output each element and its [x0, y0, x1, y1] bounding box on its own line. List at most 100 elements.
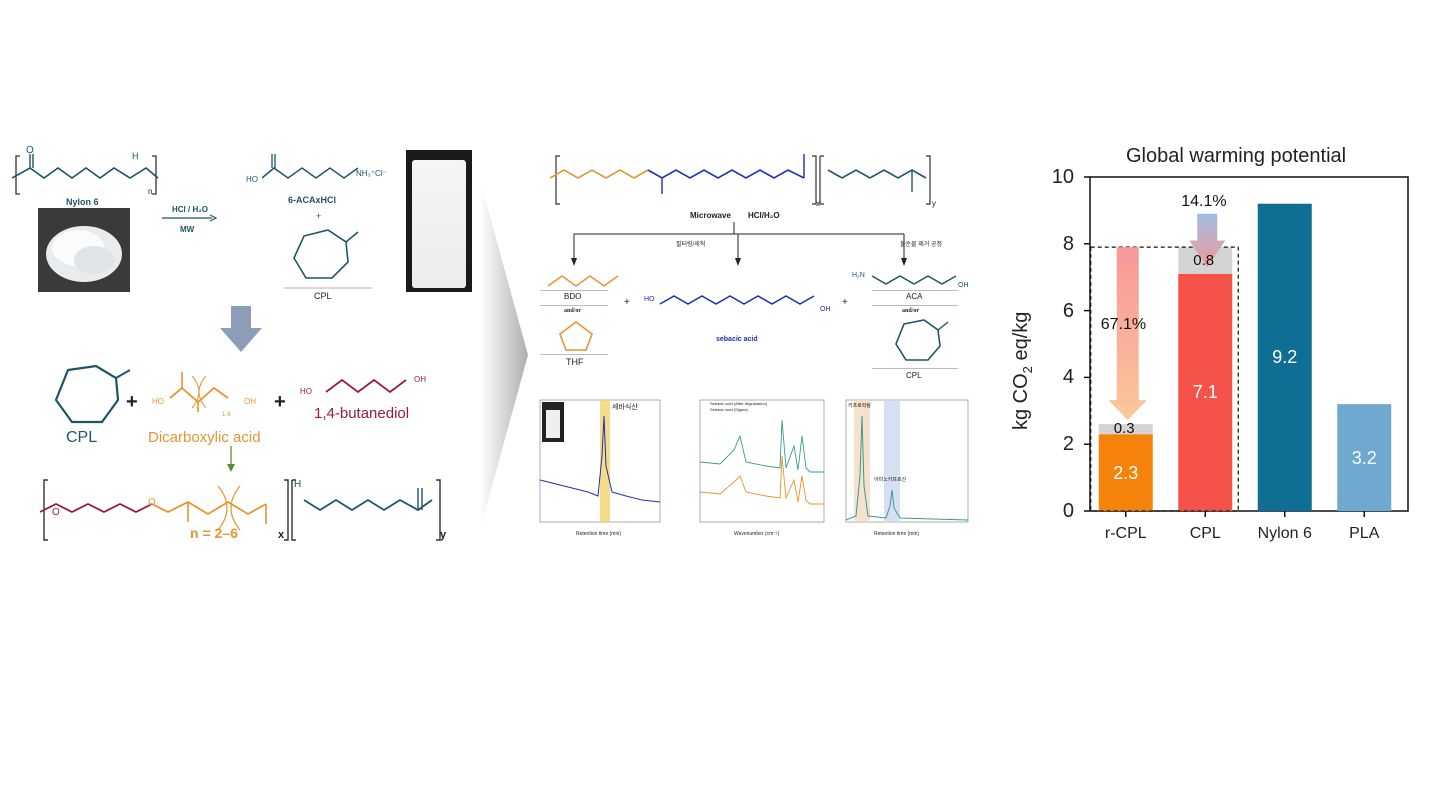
acaxhcl-ho: HO — [246, 175, 258, 184]
diacid-ho: HO — [152, 397, 164, 406]
copolymer-nh: H — [294, 479, 302, 490]
green-arrow — [227, 446, 235, 472]
x-tick-label: CPL — [1189, 525, 1221, 542]
reaction-condition-top: HCl / H₂O — [172, 205, 208, 214]
cpl-big-label: CPL — [66, 429, 98, 446]
plus-sign-2: + — [274, 391, 286, 413]
spectrum-2-legend-2: Sebacic acid (Sigma) — [710, 407, 748, 412]
bar-top-segment — [1098, 424, 1153, 435]
aca-box — [872, 290, 958, 306]
spectrum-3-annotation-1: 카프로락탐 — [848, 403, 872, 409]
cpl-small-label: CPL — [314, 291, 332, 301]
branch-right-label: 불순물 제거 공정 — [900, 242, 942, 248]
sebacic-structure — [659, 295, 815, 305]
cpl-small-structure — [284, 229, 372, 289]
bar-value-label: 3.2 — [1351, 447, 1377, 468]
acaxhcl-nh3: NH₃⁺Cl⁻ — [356, 169, 387, 178]
comparison-box — [1090, 246, 1239, 512]
bdo-label: BDO — [564, 292, 582, 301]
bar-nylon-6 — [1257, 203, 1312, 511]
and-or-1: and/or — [564, 308, 582, 314]
bdo-structure — [547, 275, 619, 287]
cpl-mid-label: CPL — [906, 371, 922, 380]
panel-divider-arrow — [480, 180, 528, 530]
spectrum-3-xlabel: Retention time (min) — [874, 531, 920, 537]
reaction-arrow — [162, 214, 218, 222]
butanediol-oh: OH — [414, 375, 426, 384]
bar-value-label: 2.3 — [1113, 462, 1139, 483]
aca-h2n: H₂N — [852, 272, 865, 279]
x-tick-label: r-CPL — [1104, 525, 1147, 542]
branch-left-label: 필터링/세척 — [676, 242, 706, 248]
spectrum-1-xlabel: Retention time (min) — [576, 531, 622, 537]
sebacic-label: sebacic acid — [716, 336, 758, 343]
spectrum-2-xlabel: Wavenumber (cm⁻¹) — [734, 531, 780, 537]
copolymer-o2: O — [148, 497, 156, 508]
spectrum-3-annotation-2: 아미노카프로산 — [874, 477, 907, 483]
nylon6-nh-atom: H — [132, 151, 139, 161]
plus-sign-4: + — [842, 297, 848, 308]
aca-structure — [871, 275, 957, 285]
x-tick-label: Nylon 6 — [1257, 525, 1312, 542]
diacid-sub: 1-8 — [222, 412, 231, 418]
reduction-arrow-rcpl — [1108, 247, 1147, 421]
aca-label: ACA — [906, 292, 923, 301]
copolymer-x-sub: x — [278, 529, 285, 541]
sebacic-oh: OH — [820, 306, 831, 313]
y-tick-label: 10 — [1051, 166, 1074, 188]
butanediol-ho: HO — [300, 387, 312, 396]
cpl-big-structure — [54, 364, 131, 424]
acaxhcl-label: 6-ACAxHCl — [288, 195, 337, 205]
spectrum-1: 세바식산 Retention time (min) — [526, 396, 666, 542]
copolymer-structure — [40, 479, 441, 541]
microwave-label: Microwave — [690, 211, 731, 220]
bar-cpl — [1178, 273, 1233, 511]
plus-sign-3: + — [624, 297, 630, 308]
segment-label-cpl: 0.8 — [1193, 251, 1215, 269]
y-tick-label: 0 — [1062, 500, 1074, 522]
down-arrow — [220, 306, 262, 352]
diacid-structure — [169, 372, 229, 412]
nylon6-label: Nylon 6 — [66, 197, 99, 207]
hcl-label: HCl/H₂O — [748, 211, 780, 220]
reaction-condition-bottom: MW — [180, 225, 195, 234]
chart-title: Global warming potential — [1126, 145, 1347, 167]
reduction-label-rcpl: 67.1% — [1100, 316, 1147, 334]
chart-plot-area — [1084, 176, 1409, 517]
bar-value-label: 7.1 — [1192, 382, 1218, 403]
polymer-x-sub: x — [816, 199, 820, 208]
spectrum-3: 카프로락탐 아미노카프로산 Retention time (min) — [834, 396, 974, 542]
acaxhcl-structure — [261, 154, 359, 179]
polymer-structure — [550, 154, 931, 205]
and-or-2: and/or — [902, 308, 920, 314]
cpl-vial-photo — [406, 150, 472, 292]
butanediol-label: 1,4-butanediol — [314, 405, 410, 422]
nylon6-o-atom: O — [26, 145, 34, 156]
cpl-mid-box — [872, 368, 958, 381]
polymer-y-sub: y — [932, 199, 936, 208]
spectrum-2-legend-1: Sebacic acid (After degradation) — [710, 401, 768, 406]
branch-arrows — [571, 222, 907, 266]
plot-frame — [1089, 176, 1409, 512]
cpl-mid-structure — [895, 319, 949, 361]
copolymer-y-sub: y — [440, 529, 447, 541]
aca-oh: OH — [958, 282, 969, 289]
bdo-box — [540, 290, 608, 306]
reduction-label-cpl: 14.1% — [1181, 192, 1227, 210]
plus-sign-1: + — [126, 391, 138, 413]
segment-label-rcpl: 0.3 — [1113, 420, 1135, 438]
y-tick-label: 4 — [1062, 366, 1074, 389]
bar-pla — [1337, 404, 1392, 511]
reduction-arrow-cpl — [1189, 213, 1226, 268]
diacid-label: Dicarboxylic acid — [148, 429, 261, 446]
nylon6-n-sub: n — [148, 187, 153, 196]
butanediol-structure — [325, 378, 407, 394]
x-tick-label: PLA — [1349, 525, 1380, 542]
thf-label: THF — [566, 357, 584, 367]
y-tick-label: 2 — [1062, 433, 1074, 456]
thf-structure — [559, 321, 593, 351]
copolymer-o1: O — [52, 507, 60, 518]
sebacic-ho: HO — [644, 296, 655, 303]
copolymer-n-range: n = 2–6 — [190, 525, 238, 541]
spectrum-1-annotation: 세바식산 — [612, 404, 638, 411]
